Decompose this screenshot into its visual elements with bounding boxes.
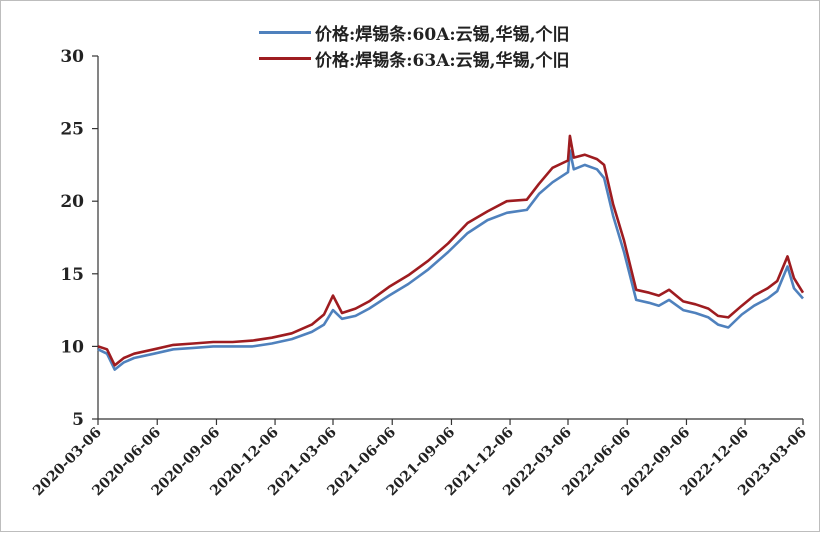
legend: 价格:焊锡条:60A:云锡,华锡,个旧 价格:焊锡条:63A:云锡,华锡,个旧 <box>259 19 570 71</box>
legend-item-60a: 价格:焊锡条:60A:云锡,华锡,个旧 <box>259 19 570 45</box>
y-tick-label: 15 <box>60 265 84 285</box>
y-tick-label: 10 <box>60 337 84 357</box>
series-lines <box>97 134 805 371</box>
legend-label-60a: 价格:焊锡条:60A:云锡,华锡,个旧 <box>315 24 570 45</box>
legend-label-63a: 价格:焊锡条:63A:云锡,华锡,个旧 <box>315 50 570 71</box>
x-ticks: 2020-03-062020-06-062020-09-062020-12-06… <box>30 419 810 499</box>
y-tick-label: 25 <box>60 120 84 140</box>
y-ticks: 5 10 15 20 25 30 <box>60 47 98 430</box>
legend-swatch-63a <box>259 56 311 60</box>
y-tick-label: 5 <box>72 410 84 430</box>
y-tick-label: 20 <box>60 192 84 212</box>
series-line-60a <box>97 149 804 371</box>
axes <box>97 56 803 420</box>
series-line-63a <box>97 134 805 367</box>
legend-item-63a: 价格:焊锡条:63A:云锡,华锡,个旧 <box>259 45 570 71</box>
y-tick-label: 30 <box>60 47 84 67</box>
legend-swatch-60a <box>259 30 311 34</box>
